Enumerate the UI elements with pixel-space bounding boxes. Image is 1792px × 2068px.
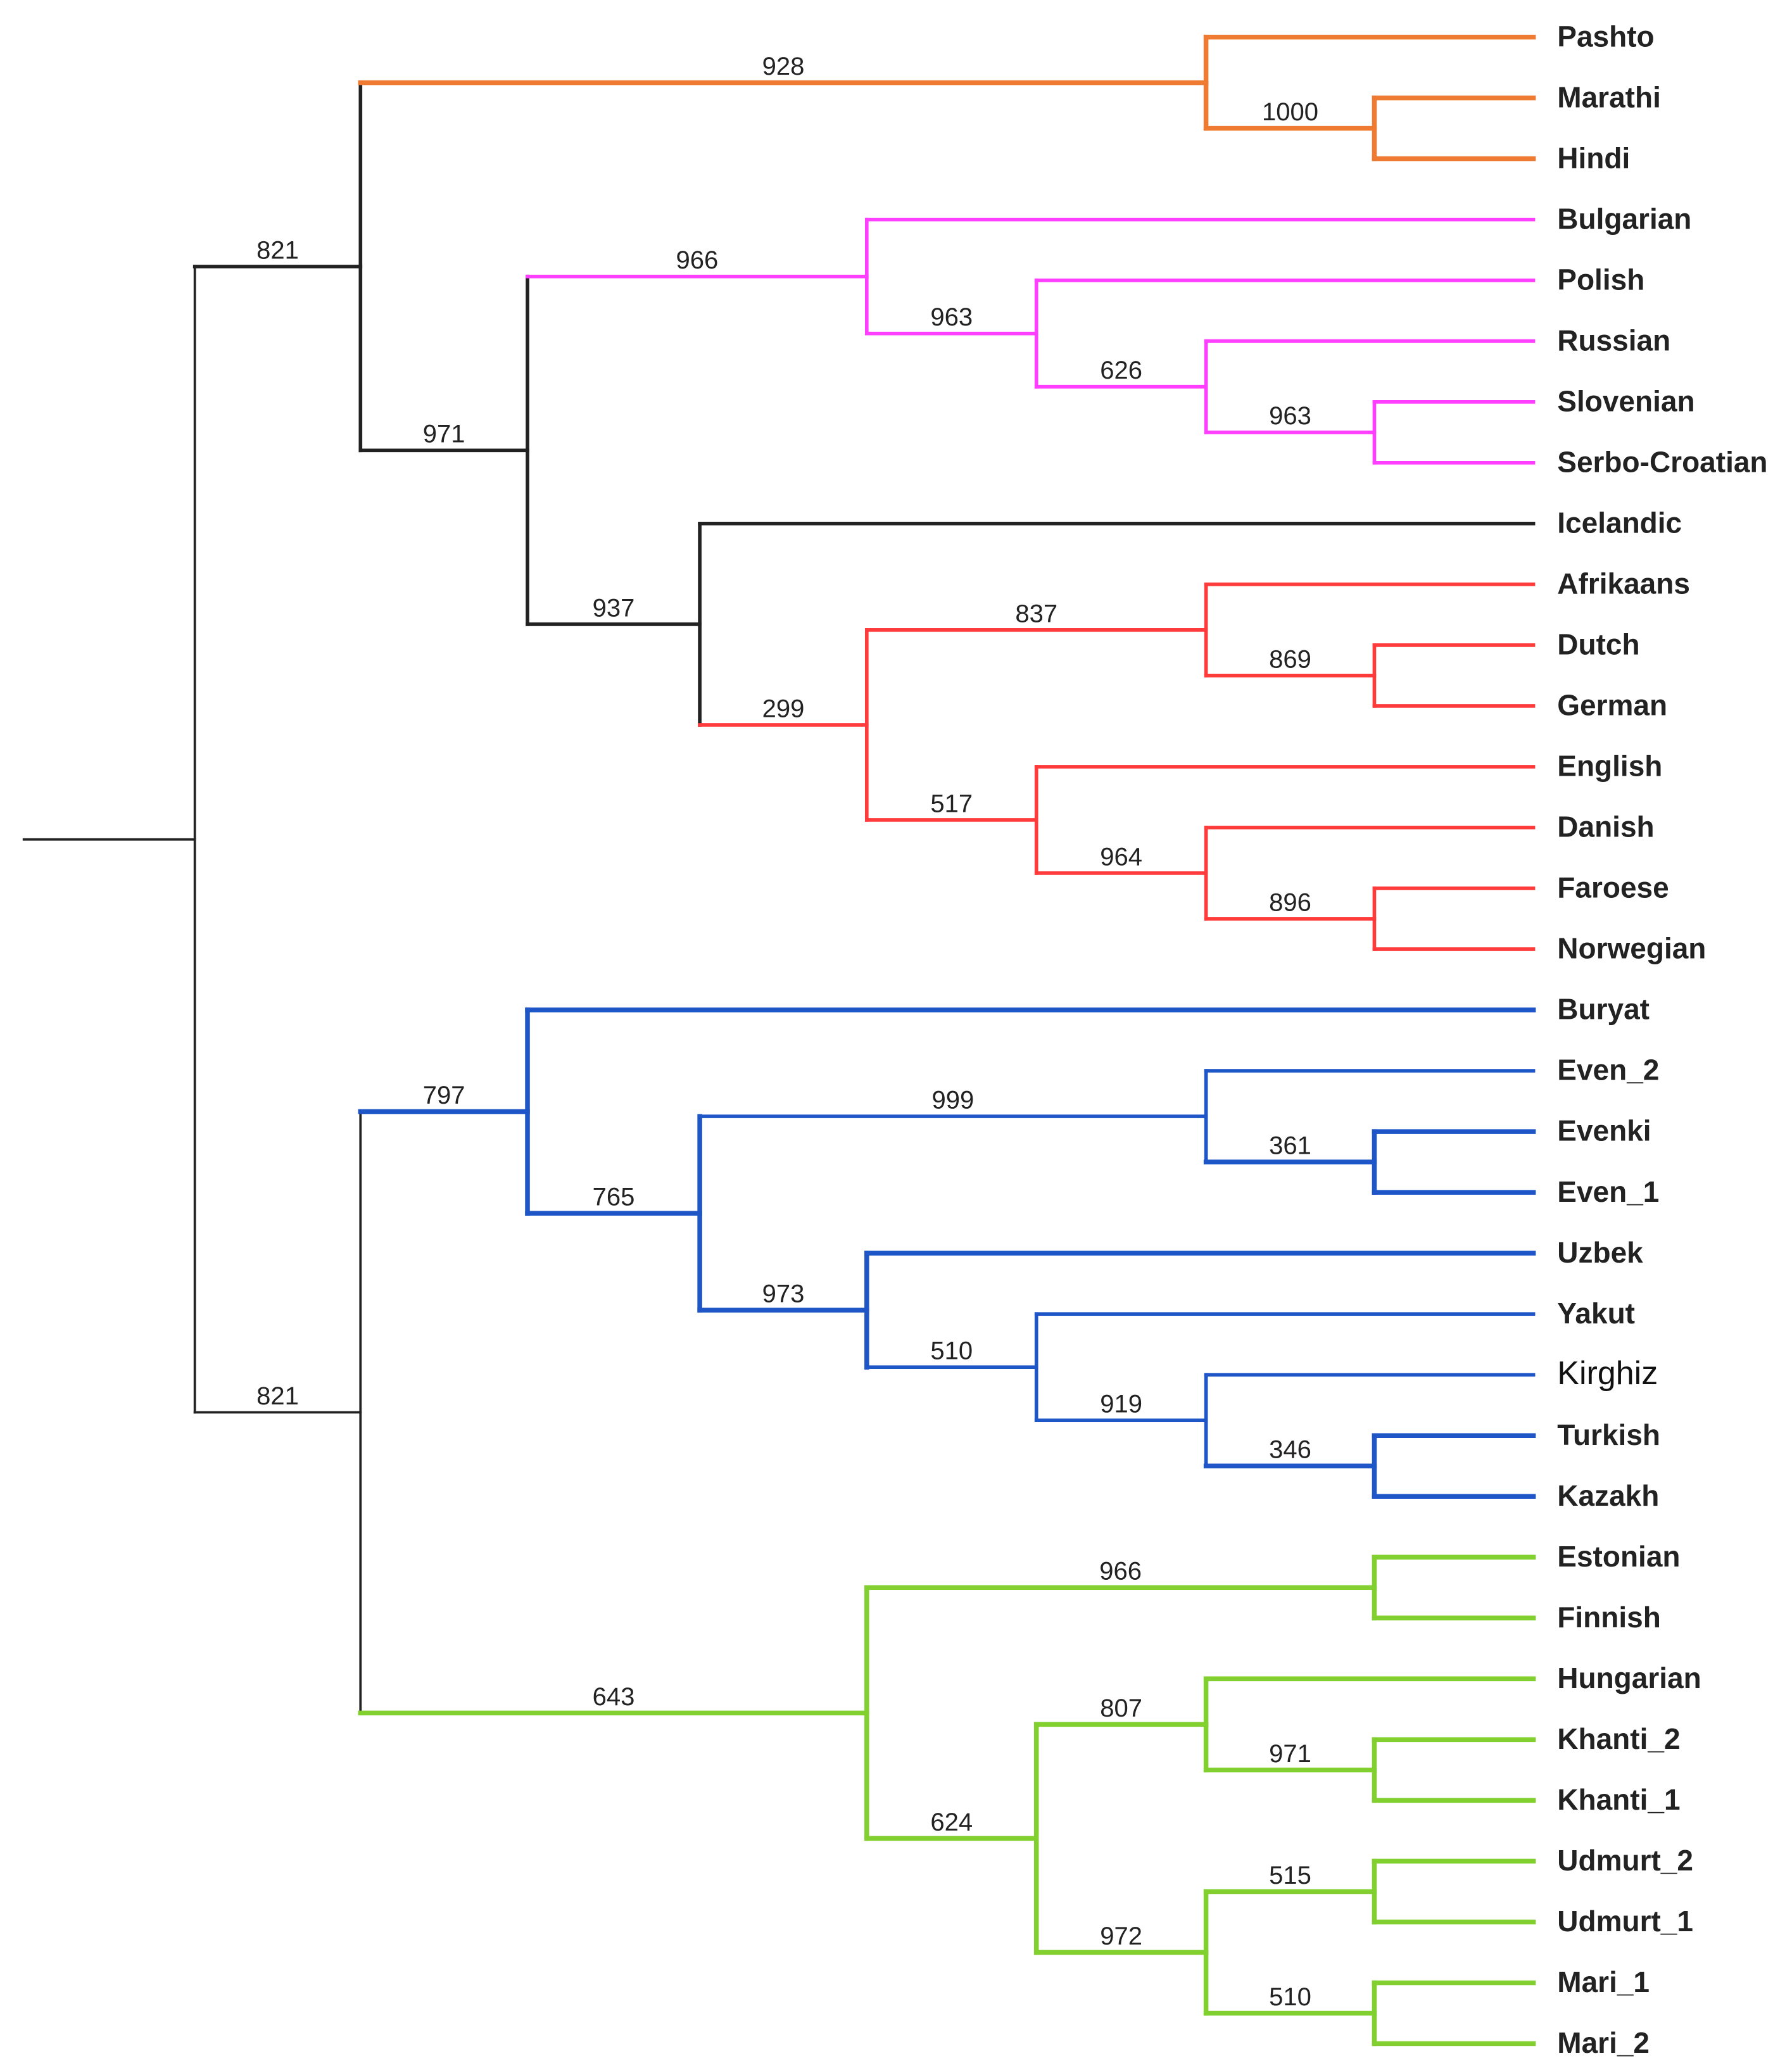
leaf-label: Dutch [1557,628,1639,661]
bootstrap-label: 821 [256,1382,299,1410]
leaf-label: Even_2 [1557,1054,1659,1087]
bootstrap-label: 643 [593,1683,635,1711]
bootstrap-label: 299 [762,695,805,722]
bootstrap-label: 624 [930,1808,973,1836]
bootstrap-label: 971 [423,420,465,448]
leaf-label: Estonian [1557,1540,1680,1573]
bootstrap-label: 517 [930,790,973,817]
bootstrap-label: 821 [256,236,299,264]
leaf-label: Danish [1557,810,1654,843]
bootstrap-label: 919 [1100,1390,1142,1418]
leaf-label: Afrikaans [1557,567,1690,600]
bootstrap-label: 807 [1100,1694,1142,1722]
bootstrap-label: 869 [1269,645,1311,673]
leaf-label: Yakut [1557,1297,1635,1330]
leaf-label: Norwegian [1557,932,1706,965]
bootstrap-label: 896 [1269,888,1311,916]
leaf-label: Russian [1557,324,1670,356]
leaf-label: Udmurt_2 [1557,1844,1693,1877]
bootstrap-label: 515 [1269,1862,1311,1889]
bootstrap-label: 963 [1269,402,1311,430]
bootstrap-label: 510 [1269,1983,1311,2011]
leaf-label: Even_1 [1557,1175,1659,1208]
leaf-label: Uzbek [1557,1236,1643,1269]
leaf-label: English [1557,750,1662,783]
bootstrap-label: 963 [930,303,973,331]
leaf-label: Mari_1 [1557,1965,1650,1998]
bootstrap-label: 999 [931,1087,974,1114]
leaf-label: Hindi [1557,141,1630,174]
leaf-label: Slovenian [1557,384,1694,417]
bootstrap-label: 973 [762,1280,805,1308]
bootstrap-label: 966 [676,246,719,274]
leaf-label: Khanti_1 [1557,1783,1680,1816]
leaf-label: Turkish [1557,1418,1660,1451]
leaf-label: Finnish [1557,1601,1661,1634]
leaf-label: Serbo-Croatian [1557,445,1767,478]
bootstrap-label: 937 [593,594,635,622]
bootstrap-label: 510 [930,1337,973,1365]
bootstrap-label: 765 [593,1183,635,1211]
bootstrap-label: 964 [1100,843,1142,871]
leaf-label: Pashto [1557,20,1654,53]
leaf-label: Hungarian [1557,1661,1701,1694]
bootstrap-label: 1000 [1262,98,1318,126]
leaf-label: Mari_2 [1557,2026,1650,2059]
bootstrap-label: 971 [1269,1740,1311,1768]
bootstrap-label: 837 [1015,600,1057,627]
leaf-label: German [1557,689,1667,722]
bootstrap-label: 972 [1100,1922,1142,1950]
leaf-label: Kazakh [1557,1479,1659,1512]
bootstrap-label: 346 [1269,1436,1311,1464]
leaf-label: Khanti_2 [1557,1722,1680,1755]
leaf-label: Faroese [1557,871,1669,904]
leaf-label: Evenki [1557,1114,1651,1147]
bootstrap-label: 966 [1099,1558,1142,1586]
bootstrap-label: 361 [1269,1132,1311,1160]
leaf-label: Buryat [1557,993,1650,1026]
leaf-label: Polish [1557,263,1644,296]
leaf-label: Marathi [1557,80,1661,113]
bootstrap-label: 626 [1100,356,1142,384]
bootstrap-label: 797 [423,1081,465,1109]
leaf-label: Icelandic [1557,506,1682,539]
leaf-label: Udmurt_1 [1557,1905,1693,1938]
leaf-label: Bulgarian [1557,202,1691,235]
leaf-label: Kirghiz [1557,1355,1658,1392]
bootstrap-label: 928 [762,53,805,80]
